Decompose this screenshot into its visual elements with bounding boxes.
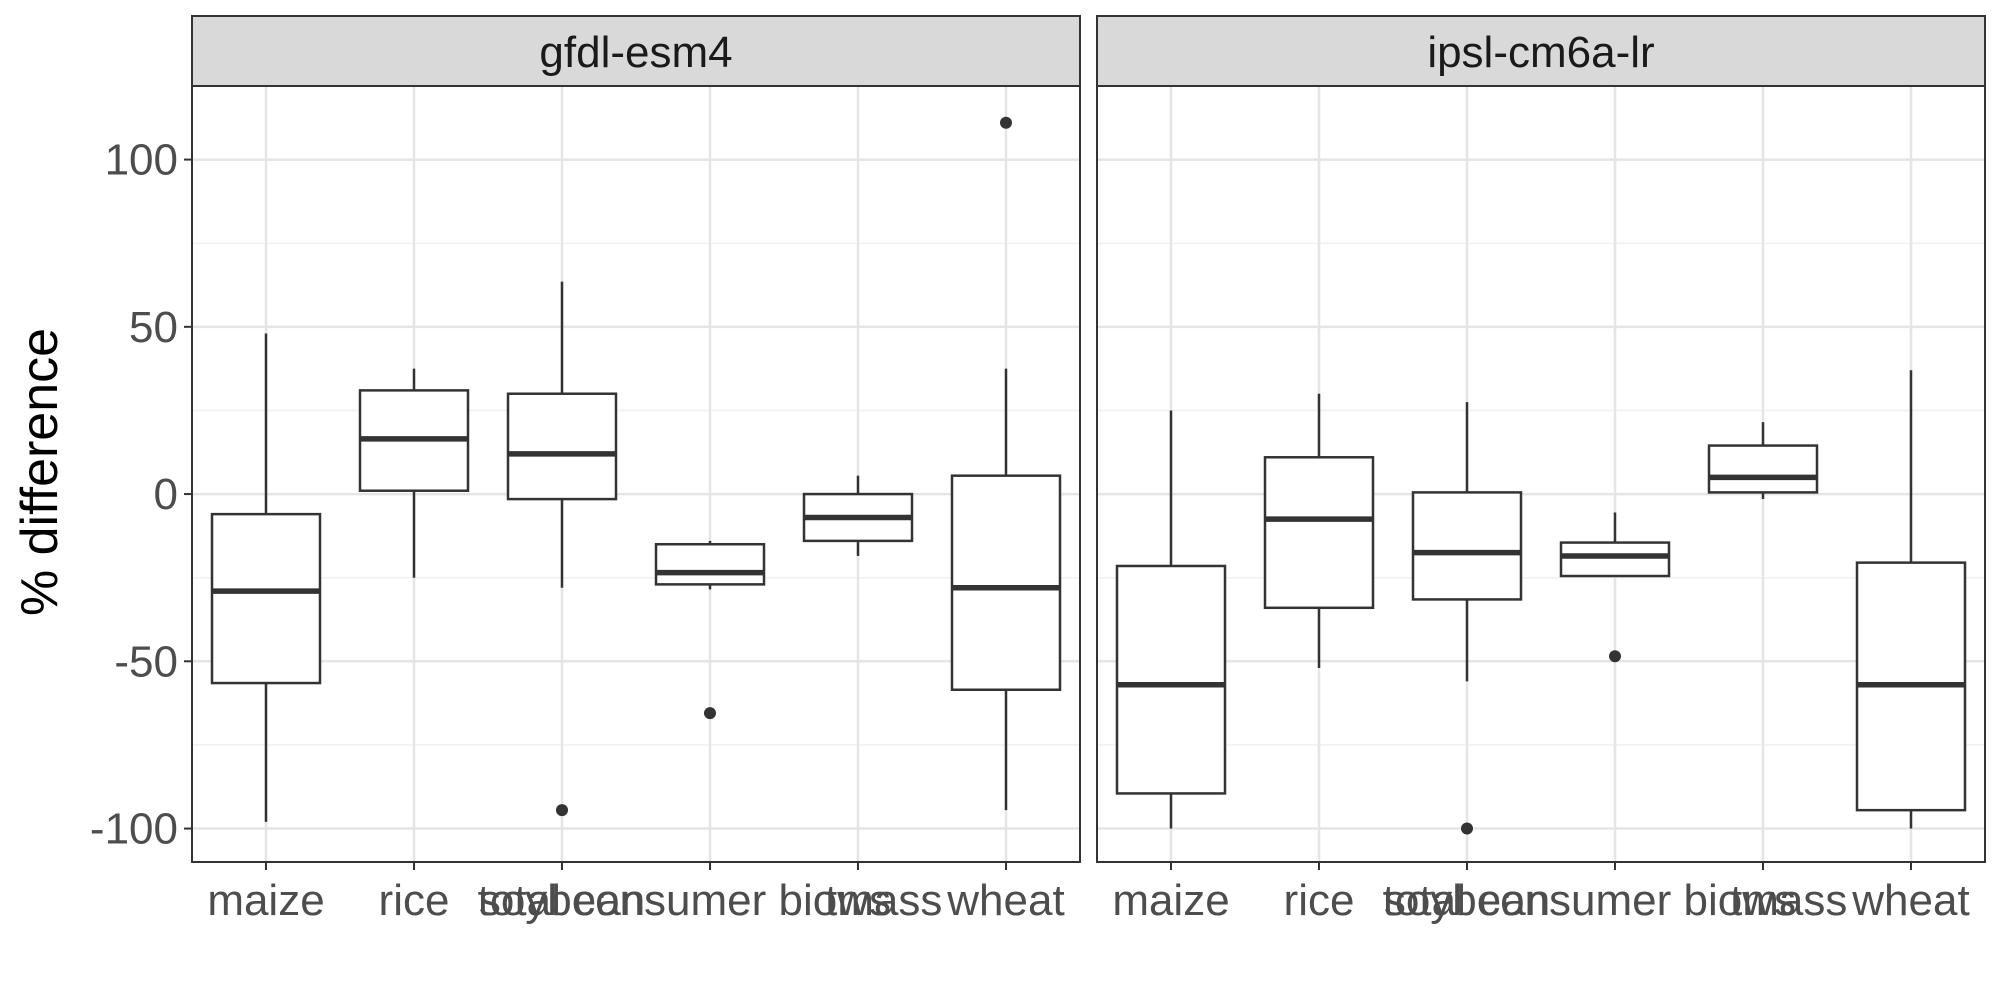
box-iqr xyxy=(950,474,1062,691)
outlier-point xyxy=(704,707,716,720)
x-tick-label: maize xyxy=(207,876,324,925)
box-iqr xyxy=(1411,491,1523,601)
box-soybean xyxy=(1411,402,1523,835)
x-tick-label: tws xyxy=(1730,876,1796,925)
box-iqr xyxy=(506,392,618,501)
box-maize xyxy=(1115,410,1227,829)
x-tick-label: wheat xyxy=(1851,876,1969,925)
panel-background xyxy=(192,86,1080,862)
box-wheat xyxy=(1855,370,1967,829)
panel-background xyxy=(1097,86,1985,862)
outlier-point xyxy=(556,804,568,817)
box-iqr xyxy=(1263,456,1375,610)
x-tick-label: soybean xyxy=(479,876,645,925)
box-maize xyxy=(210,333,322,822)
box-soybean xyxy=(506,281,618,817)
box-iqr xyxy=(1559,541,1671,578)
facet-strip-label: ipsl-cm6a-lr xyxy=(1427,28,1654,77)
x-tick-label: wheat xyxy=(946,876,1064,925)
box-iqr xyxy=(1707,444,1819,494)
box-iqr xyxy=(210,512,322,685)
box-iqr xyxy=(1115,564,1227,795)
y-axis-ticks: -100 -50 0 50 100 xyxy=(90,136,192,854)
x-tick-label: rice xyxy=(379,876,450,925)
box-total consumer biomass xyxy=(654,540,766,720)
x-tick-label: tws xyxy=(825,876,891,925)
box-tws xyxy=(802,475,914,556)
panel-border xyxy=(1096,85,1986,863)
box-total consumer biomass xyxy=(1559,512,1671,663)
box-iqr xyxy=(654,542,766,586)
x-tick-label: rice xyxy=(1284,876,1355,925)
y-tick-label: 0 xyxy=(154,470,178,519)
panel-border xyxy=(191,85,1081,863)
y-tick-label: -50 xyxy=(114,637,178,686)
y-axis-label: % difference xyxy=(11,328,69,616)
y-tick-label: 100 xyxy=(105,136,178,185)
y-tick-label: -100 xyxy=(90,805,178,854)
x-tick-label: total consumer biomass xyxy=(1383,876,1848,925)
box-rice xyxy=(1263,393,1375,668)
outlier-point xyxy=(1000,116,1012,129)
outlier-point xyxy=(1609,650,1621,663)
outlier-point xyxy=(1461,822,1473,835)
x-tick-label: total consumer biomass xyxy=(478,876,943,925)
box-rice xyxy=(358,368,470,578)
facet-strip-label: gfdl-esm4 xyxy=(539,28,732,77)
box-wheat xyxy=(950,116,1062,811)
y-tick-label: 50 xyxy=(129,303,178,352)
facet-strip xyxy=(191,15,1081,87)
x-tick-label: maize xyxy=(1112,876,1229,925)
box-tws xyxy=(1707,422,1819,500)
x-tick-label: soybean xyxy=(1384,876,1550,925)
facet-strip xyxy=(1096,15,1986,87)
